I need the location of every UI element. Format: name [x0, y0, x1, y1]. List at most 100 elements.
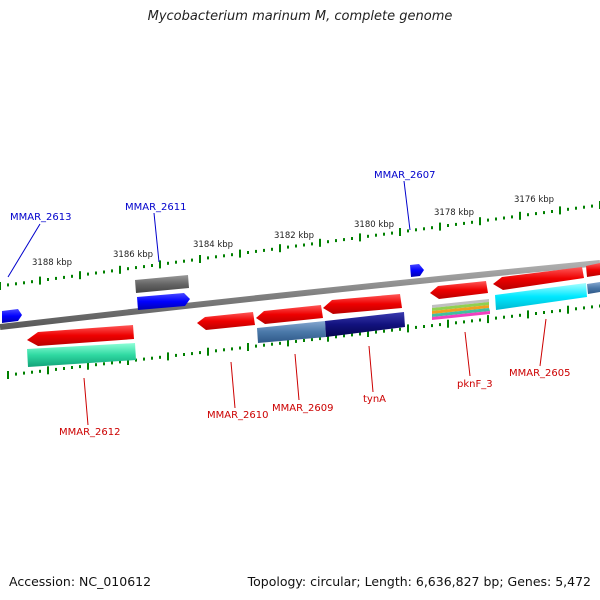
gene-mmar-2610[interactable]: [197, 312, 255, 330]
scale-minor-tick: [415, 228, 417, 232]
scale-minor-tick: [135, 358, 137, 362]
gene-label-tyna[interactable]: tynA: [363, 394, 386, 405]
gene-label-pknf-3[interactable]: pknF_3: [457, 379, 493, 390]
scale-major-tick: [159, 260, 161, 269]
scale-minor-tick: [343, 238, 345, 242]
scale-minor-tick: [359, 332, 361, 336]
scale-minor-tick: [303, 243, 305, 247]
scale-minor-tick: [463, 221, 465, 225]
scale-minor-tick: [415, 325, 417, 329]
gene-tyna[interactable]: [323, 294, 402, 314]
scale-major-tick: [407, 324, 409, 333]
scale-minor-tick: [79, 365, 81, 369]
scale-major-tick: [0, 282, 1, 290]
scale-minor-tick: [463, 320, 465, 324]
scale-major-tick: [559, 206, 561, 215]
gene-mmar-2609-feature[interactable]: [257, 321, 326, 343]
genome-title: Mycobacterium marinum M, complete genome: [147, 9, 453, 24]
scale-major-tick: [487, 315, 489, 324]
scale-minor-tick: [383, 329, 385, 333]
scale-minor-tick: [271, 342, 273, 346]
scale-minor-tick: [159, 355, 161, 359]
scale-minor-tick: [247, 251, 249, 254]
gene-mmar-2612-feature[interactable]: [27, 343, 136, 367]
scale-major-tick: [287, 338, 289, 347]
scale-minor-tick: [335, 239, 337, 243]
scale-minor-tick: [55, 276, 57, 280]
gene-mmar-2605-feature[interactable]: [495, 283, 587, 310]
scale-minor-tick: [31, 280, 33, 284]
scale-major-tick: [7, 371, 9, 379]
scale-minor-tick: [447, 224, 449, 227]
scale-minor-tick: [527, 213, 529, 217]
scale-major-tick: [199, 255, 201, 263]
scale-minor-tick: [559, 309, 561, 313]
scale-minor-tick: [55, 367, 57, 371]
scale-minor-tick: [455, 222, 457, 226]
scale-major-tick: [239, 249, 241, 258]
gene-edge-red[interactable]: [586, 263, 600, 277]
scale-major-tick: [279, 244, 281, 253]
scale-minor-tick: [119, 360, 121, 364]
scale-minor-tick: [479, 318, 481, 322]
gene-pknf-3[interactable]: [430, 281, 488, 299]
gene-mmar-2613[interactable]: [2, 309, 22, 323]
scale-major-tick: [167, 352, 169, 361]
gene-mmar-2609[interactable]: [256, 305, 323, 324]
scale-minor-tick: [271, 247, 273, 251]
scale-minor-tick: [199, 351, 201, 355]
scale-minor-tick: [503, 315, 505, 319]
scale-minor-tick: [191, 352, 193, 356]
gene-label-mmar-2607[interactable]: MMAR_2607: [374, 170, 436, 181]
scale-major-tick: [207, 347, 209, 356]
scale-minor-tick: [135, 266, 137, 270]
scale-minor-tick: [327, 240, 329, 244]
scale-major-tick: [127, 357, 129, 365]
accession-text: Accession: NC_010612: [9, 574, 152, 589]
scale-minor-tick: [367, 234, 369, 238]
scale-minor-tick: [375, 330, 377, 334]
gene-label-mmar-2611[interactable]: MMAR_2611: [125, 202, 187, 213]
gene-mmar-2611[interactable]: [137, 293, 190, 310]
gene-label-mmar-2612[interactable]: MMAR_2612: [59, 427, 121, 438]
scale-minor-tick: [151, 356, 153, 360]
scale-minor-tick: [207, 256, 209, 260]
gene-label-mmar-2610[interactable]: MMAR_2610: [207, 410, 269, 421]
gene-label-mmar-2613[interactable]: MMAR_2613: [10, 212, 72, 223]
scale-minor-tick: [591, 204, 593, 208]
scale-major-tick: [527, 310, 529, 319]
topology-text: Topology: circular; Length: 6,636,827 bp…: [247, 574, 591, 589]
scale-minor-tick: [191, 258, 193, 262]
scale-minor-tick: [551, 310, 553, 314]
scale-minor-tick: [375, 233, 377, 237]
gene-tyna-feature[interactable]: [325, 312, 405, 337]
scale-major-tick: [567, 305, 569, 314]
scale-minor-tick: [167, 261, 169, 265]
gene-label-mmar-2605[interactable]: MMAR_2605: [509, 368, 571, 379]
scale-minor-tick: [183, 353, 185, 356]
scale-minor-tick: [63, 275, 65, 279]
gene-mmar-2611-gray[interactable]: [135, 275, 189, 293]
gene-edge-steel[interactable]: [587, 282, 600, 294]
scale-minor-tick: [231, 347, 233, 351]
gene-mmar-2607[interactable]: [410, 264, 424, 277]
gene-pknf-3-feature[interactable]: [432, 299, 490, 320]
scale-minor-tick: [335, 335, 337, 339]
scale-minor-tick: [263, 248, 265, 252]
scale-minor-tick: [255, 249, 257, 253]
scale-minor-tick: [567, 207, 569, 211]
gene-mmar-2612[interactable]: [27, 325, 134, 346]
scale-major-tick: [447, 319, 449, 328]
outer-scale-track: [0, 201, 600, 290]
genome-backbone: [0, 260, 600, 330]
scale-minor-tick: [551, 210, 553, 213]
gene-label-mmar-2609[interactable]: MMAR_2609: [272, 403, 334, 414]
scale-minor-tick: [231, 253, 233, 257]
scale-major-tick: [87, 361, 89, 370]
scale-minor-tick: [511, 215, 513, 219]
scale-minor-tick: [127, 267, 129, 271]
gene-mmar-2605[interactable]: [493, 267, 584, 290]
scale-minor-tick: [279, 341, 281, 345]
scale-minor-tick: [223, 254, 225, 258]
